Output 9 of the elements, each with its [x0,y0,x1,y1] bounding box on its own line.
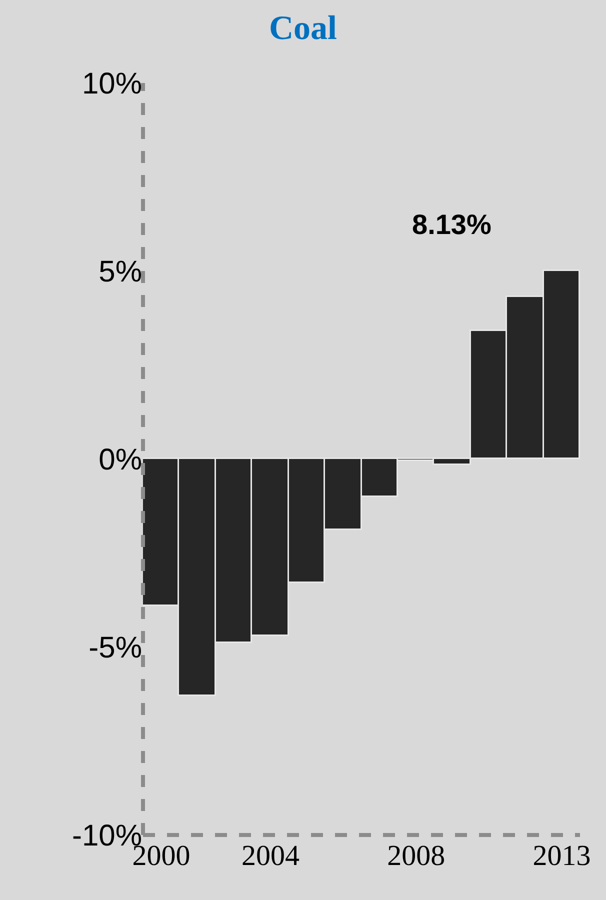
y-tick-label: -5% [88,632,142,664]
x-tick-label: 2008 [387,840,446,872]
annotation: 8.13% [412,209,492,240]
y-tick-label: 10% [82,68,142,100]
chart-title: Coal [269,10,337,47]
x-tick-label: 2013 [532,840,591,872]
x-tick-label: 2004 [241,840,300,872]
y-tick-label: 5% [98,256,142,288]
y-tick-label: 0% [98,444,142,476]
